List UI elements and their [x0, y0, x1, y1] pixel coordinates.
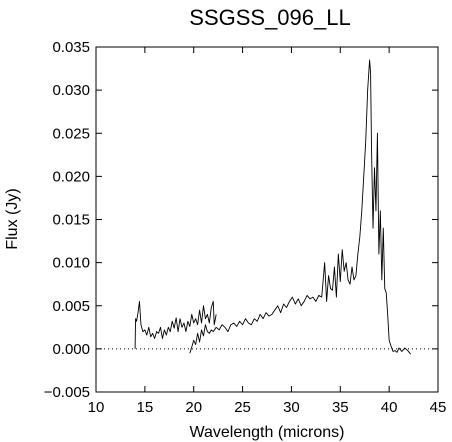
y-tick-label: 0.010 — [52, 255, 90, 272]
y-tick-label: 0.030 — [52, 82, 90, 99]
plot-frame — [95, 46, 439, 393]
y-axis-label: Flux (Jy) — [4, 188, 21, 249]
y-tick-label: 0.035 — [52, 39, 90, 56]
y-tick-label: 0.020 — [52, 168, 90, 185]
tick-labels: 10 15 20 25 30 35 40 45 −0.005 0.000 0.005 0.010 0.0… — [44, 39, 447, 416]
chart-title: SSGSS_096_LL — [189, 5, 350, 30]
x-tick-label: 30 — [283, 399, 300, 416]
y-tick-label: 0.000 — [52, 341, 90, 358]
series-line-1 — [134, 300, 217, 349]
x-tick-label: 35 — [332, 399, 349, 416]
x-tick-label: 10 — [88, 399, 105, 416]
x-tick-label: 45 — [430, 399, 447, 416]
series-group — [134, 59, 411, 355]
series-line-2 — [189, 59, 411, 355]
y-tick-label: 0.015 — [52, 212, 90, 229]
y-tick-label: −0.005 — [44, 384, 90, 401]
y-tick-label: 0.025 — [52, 125, 90, 142]
x-axis-label: Wavelength (microns) — [189, 424, 344, 441]
axis-ticks — [95, 46, 439, 393]
x-tick-label: 20 — [185, 399, 202, 416]
x-tick-label: 40 — [381, 399, 398, 416]
y-tick-label: 0.005 — [52, 298, 90, 315]
x-tick-label: 25 — [234, 399, 251, 416]
x-tick-label: 15 — [137, 399, 154, 416]
